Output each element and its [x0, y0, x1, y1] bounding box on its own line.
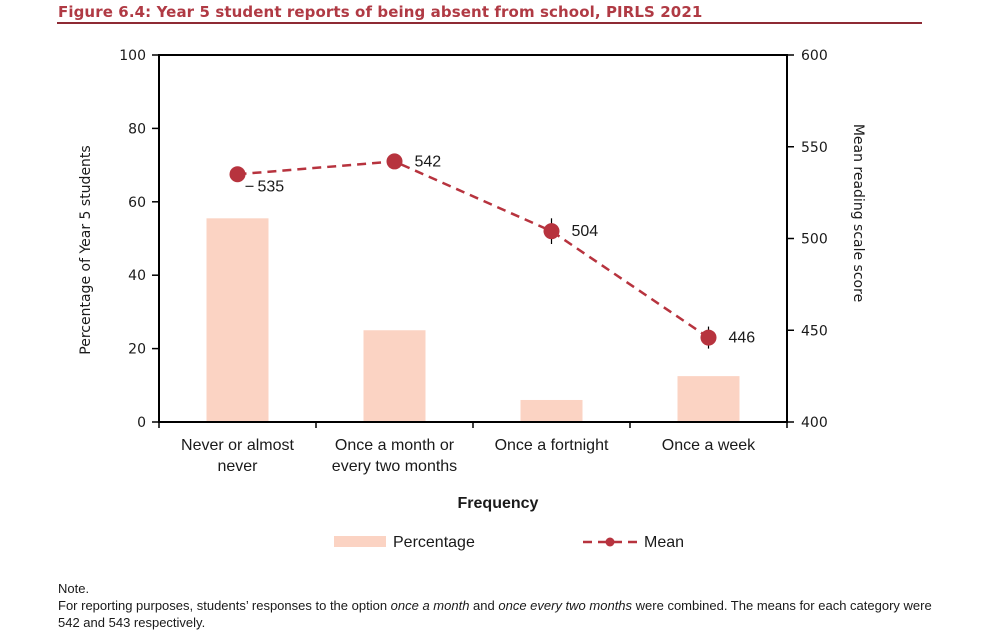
- legend-marker-mean: [605, 537, 615, 547]
- mean-marker-3: [543, 223, 560, 240]
- mean-value-label-4: 446: [729, 330, 756, 347]
- note-text-3: were combined. The means for each catego…: [58, 598, 932, 630]
- category-label-line: Once a month or: [335, 437, 455, 454]
- bar-4: [677, 376, 740, 422]
- category-label-1: Never or almost never: [181, 437, 294, 475]
- category-label-line: Never or almost: [181, 437, 294, 454]
- title-divider: [57, 22, 922, 24]
- category-label-line: never: [217, 458, 258, 475]
- mean-value-label-1: 535: [258, 178, 285, 195]
- category-label-2: Once a month or every two months: [332, 437, 457, 475]
- y-axis-right-title: Mean reading scale score: [850, 124, 866, 302]
- note-body: For reporting purposes, students’ respon…: [58, 597, 938, 631]
- note-text-1: For reporting purposes, students’ respon…: [58, 598, 391, 613]
- absence-chart: 0 20 40 60 80 100 400 450 500 550 600 Never or al…: [78, 48, 866, 551]
- legend-label-percentage: Percentage: [393, 534, 475, 551]
- chart-note: Note. For reporting purposes, students’ …: [58, 580, 938, 631]
- y-left-tick-label: 20: [128, 342, 146, 358]
- mean-marker-4: [700, 329, 717, 346]
- y-right-tick-label: 600: [801, 48, 828, 64]
- note-emphasis-1: once a month: [390, 598, 470, 613]
- legend-swatch-percentage: [334, 536, 386, 547]
- y-left-tick-label: 100: [119, 48, 146, 64]
- category-label-line: Once a fortnight: [495, 437, 609, 454]
- y-axis-left-title: Percentage of Year 5 students: [78, 145, 94, 354]
- category-label-4: Once a week: [662, 437, 756, 454]
- y-right-tick-label: 500: [801, 232, 828, 248]
- bar-2: [363, 330, 426, 422]
- figure-title: Figure 6.4: Year 5 student reports of be…: [58, 3, 703, 21]
- y-left-tick-label: 0: [137, 415, 146, 431]
- y-left-tick-label: 60: [128, 195, 146, 211]
- y-right-tick-label: 450: [801, 323, 828, 339]
- y-left-tick-label: 80: [128, 121, 146, 137]
- note-heading: Note.: [58, 581, 90, 596]
- mean-value-label-2: 542: [415, 153, 442, 170]
- y-left-tick-label: 40: [128, 268, 146, 284]
- legend: Percentage Mean: [334, 534, 684, 551]
- mean-value-label-3: 504: [572, 223, 599, 240]
- mean-marker-2: [386, 153, 403, 170]
- category-label-3: Once a fortnight: [495, 437, 609, 454]
- mean-line: [237, 160, 710, 339]
- mean-marker-1: [229, 166, 246, 183]
- y-right-tick-label: 400: [801, 415, 828, 431]
- x-axis-title: Frequency: [458, 495, 539, 512]
- note-text-2: and: [469, 598, 499, 613]
- y-right-tick-label: 550: [801, 140, 828, 156]
- category-label-line: every two months: [332, 458, 457, 475]
- category-label-line: Once a week: [662, 437, 756, 454]
- note-emphasis-2: once every two months: [498, 598, 633, 613]
- bar-1: [206, 218, 269, 422]
- bar-3: [520, 399, 583, 422]
- legend-label-mean: Mean: [644, 534, 684, 551]
